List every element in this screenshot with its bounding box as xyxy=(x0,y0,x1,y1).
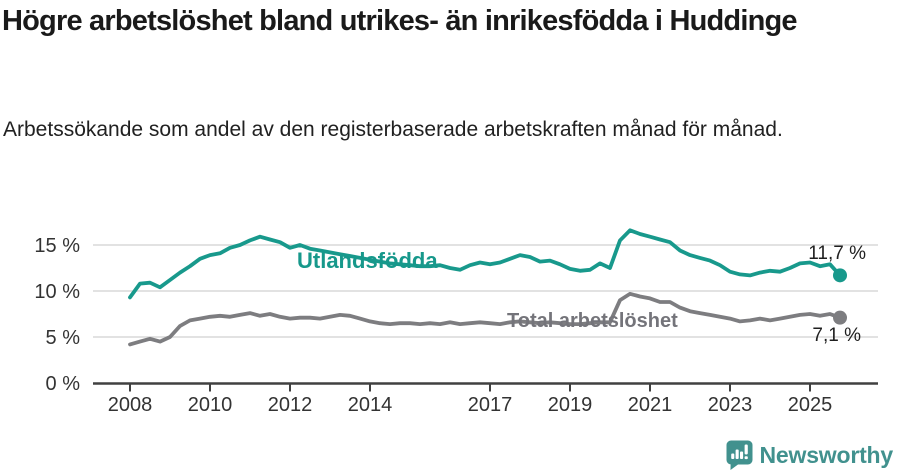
chart-title: Högre arbetslöshet bland utrikes- än inr… xyxy=(2,5,798,37)
x-axis-tick-label: 2021 xyxy=(628,394,673,416)
series-end-dot-utlandsfodda xyxy=(833,268,847,283)
y-axis-tick-label: 15 % xyxy=(34,235,80,257)
chart-subtitle: Arbetssökande som andel av den registerb… xyxy=(3,118,783,141)
x-axis-tick-label: 2019 xyxy=(548,394,593,416)
x-axis-tick-label: 2012 xyxy=(268,394,313,416)
y-axis-tick-label: 0 % xyxy=(46,373,81,395)
x-axis-tick-label: 2008 xyxy=(108,394,153,416)
newsworthy-brand-link[interactable]: Newsworthy xyxy=(726,440,893,470)
end-value-utlandsfodda: 11,7 % xyxy=(808,243,866,264)
series-label-utlandsfodda: Utlandsfödda xyxy=(297,248,438,273)
end-value-total-arbetsloshet: 7,1 % xyxy=(812,325,861,346)
x-axis-tick-label: 2023 xyxy=(708,394,753,416)
series-line-utlandsfodda xyxy=(128,228,842,300)
newsworthy-brand-name: Newsworthy xyxy=(759,441,894,468)
x-axis-tick-label: 2017 xyxy=(468,394,513,416)
newsworthy-logo-icon xyxy=(726,440,753,470)
series-label-total-arbetsloshet: Total arbetslöshet xyxy=(507,310,678,332)
series-end-dot-total xyxy=(833,310,847,325)
y-axis-tick-label: 5 % xyxy=(46,327,81,349)
x-axis-tick-label: 2014 xyxy=(348,394,393,416)
y-axis-tick-label: 10 % xyxy=(34,281,80,303)
x-axis-tick-label: 2010 xyxy=(188,394,233,416)
x-axis-tick-label: 2025 xyxy=(788,394,833,416)
series-line-total xyxy=(128,291,842,347)
